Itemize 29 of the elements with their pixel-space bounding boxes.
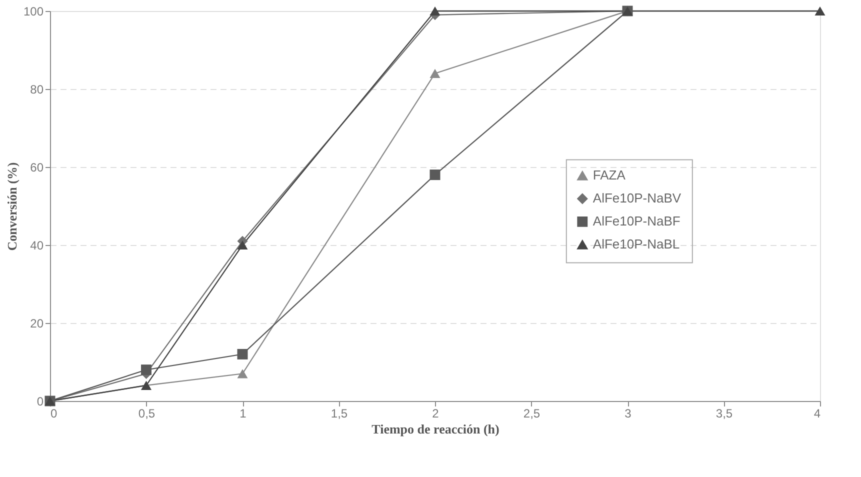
point: [814, 6, 826, 16]
y-tick-label: 80: [30, 82, 44, 96]
y-tick-label: 60: [30, 160, 44, 174]
point: [237, 348, 248, 360]
point: [237, 369, 248, 378]
x-tick-label: 3,5: [716, 406, 733, 420]
x-tick-label: 4: [814, 406, 821, 420]
y-tick-label: 100: [23, 4, 44, 18]
x-tick-label: 2,5: [523, 406, 540, 420]
legend-label: AlFe10P-NaBV: [592, 190, 682, 206]
legend-label: FAZA: [592, 168, 626, 183]
y-tick-label: 40: [30, 238, 44, 252]
x-tick-label: 1: [240, 406, 247, 420]
point: [430, 6, 440, 16]
point: [141, 364, 152, 376]
x-tick-label: 3: [624, 406, 632, 420]
y-tick-label: 20: [30, 316, 44, 330]
x-axis-title: Tiempo de reacción (h): [372, 422, 500, 436]
point: [430, 170, 440, 180]
legend-label: AlFe10P-NaBF: [592, 214, 680, 229]
x-tick-label: 2: [432, 406, 440, 420]
point: [430, 68, 440, 78]
y-axis-title: Conversión (%): [4, 162, 20, 251]
point: [237, 240, 248, 250]
y-tick-label: 0: [36, 394, 44, 408]
x-tick-label: 1,5: [330, 406, 348, 420]
x-tick-label: 0,5: [138, 406, 156, 420]
x-tick-label: 0: [50, 406, 58, 420]
legend-label: AlFe10P-NaBL: [592, 236, 680, 252]
